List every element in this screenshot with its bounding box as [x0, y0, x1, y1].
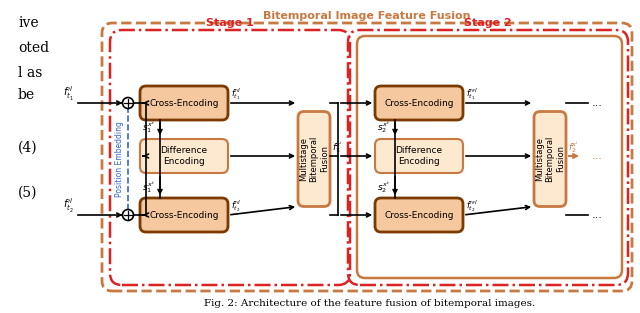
Text: $s_1^{x^t}$: $s_1^{x^t}$ [141, 180, 154, 195]
Text: Bitemporal Image Feature Fusion: Bitemporal Image Feature Fusion [263, 11, 471, 21]
Text: Stage 1: Stage 1 [206, 18, 254, 28]
Text: (4): (4) [18, 141, 38, 155]
FancyBboxPatch shape [298, 111, 330, 207]
Circle shape [122, 98, 134, 109]
Text: (5): (5) [18, 186, 38, 200]
Text: Cross-Encoding: Cross-Encoding [149, 99, 219, 107]
Text: Difference
Encoding: Difference Encoding [396, 146, 443, 166]
Text: $f^{\prime\prime l}_{t_1}$: $f^{\prime\prime l}_{t_1}$ [231, 86, 241, 102]
FancyBboxPatch shape [375, 198, 463, 232]
FancyBboxPatch shape [375, 139, 463, 173]
Text: Multistage
Bitemporal
Fusion: Multistage Bitemporal Fusion [535, 136, 565, 182]
Text: $f^{\prime\prime l}_{t_2}$: $f^{\prime\prime l}_{t_2}$ [231, 198, 241, 214]
Text: ...: ... [592, 210, 603, 220]
FancyBboxPatch shape [140, 139, 228, 173]
Text: ...: ... [592, 98, 603, 108]
Text: l as: l as [18, 66, 42, 80]
Text: Stage 2: Stage 2 [464, 18, 512, 28]
FancyBboxPatch shape [357, 36, 622, 278]
Text: $f^{\prime\prime\prime l}_{t_1}$: $f^{\prime\prime\prime l}_{t_1}$ [466, 86, 478, 102]
FancyBboxPatch shape [375, 86, 463, 120]
Circle shape [122, 209, 134, 220]
Text: $f_1^{x^i}$: $f_1^{x^i}$ [332, 139, 343, 155]
Text: $s_1^{x^t}$: $s_1^{x^t}$ [141, 120, 154, 136]
FancyBboxPatch shape [534, 111, 566, 207]
Text: $f^{\prime l}_{t_2}$: $f^{\prime l}_{t_2}$ [63, 197, 74, 215]
Text: be: be [18, 88, 35, 102]
Text: ...: ... [592, 151, 603, 161]
Text: $f_2^{x^i}$: $f_2^{x^i}$ [568, 139, 579, 155]
Text: Difference
Encoding: Difference Encoding [161, 146, 207, 166]
Text: ive: ive [18, 16, 38, 30]
Text: Cross-Encoding: Cross-Encoding [149, 211, 219, 219]
Text: $f^{\prime\prime\prime l}_{t_2}$: $f^{\prime\prime\prime l}_{t_2}$ [466, 198, 478, 214]
Text: $s_2^{x^t}$: $s_2^{x^t}$ [376, 120, 390, 136]
FancyBboxPatch shape [140, 198, 228, 232]
FancyBboxPatch shape [140, 86, 228, 120]
Text: $s_2^{x^t}$: $s_2^{x^t}$ [376, 180, 390, 195]
Text: $f^{\prime l}_{t_1}$: $f^{\prime l}_{t_1}$ [63, 85, 74, 103]
Text: Fig. 2: Architecture of the feature fusion of bitemporal images.: Fig. 2: Architecture of the feature fusi… [204, 299, 536, 307]
Text: Multistage
Bitemporal
Fusion: Multistage Bitemporal Fusion [299, 136, 329, 182]
FancyBboxPatch shape [102, 23, 632, 291]
Text: oted: oted [18, 41, 49, 55]
Text: Cross-Encoding: Cross-Encoding [384, 99, 454, 107]
Text: Cross-Encoding: Cross-Encoding [384, 211, 454, 219]
Text: Position Embedding: Position Embedding [115, 121, 124, 197]
